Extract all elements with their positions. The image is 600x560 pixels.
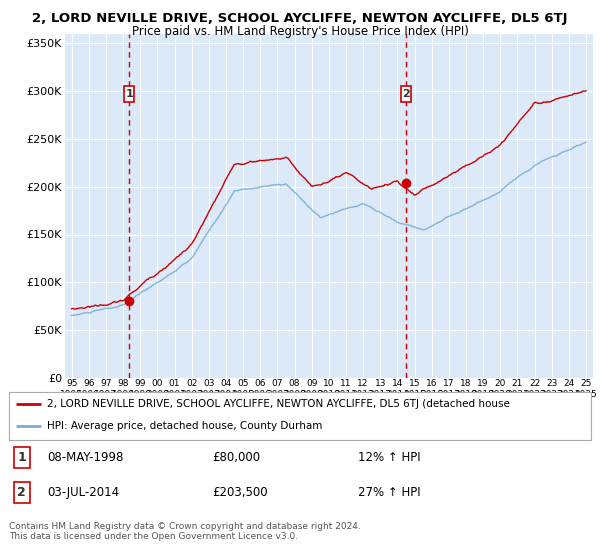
Text: 2: 2 <box>17 486 26 500</box>
Text: 03-JUL-2014: 03-JUL-2014 <box>47 486 119 500</box>
Text: £203,500: £203,500 <box>212 486 268 500</box>
Text: 08-MAY-1998: 08-MAY-1998 <box>47 451 123 464</box>
Text: 27% ↑ HPI: 27% ↑ HPI <box>358 486 421 500</box>
FancyBboxPatch shape <box>14 447 30 468</box>
Text: 1: 1 <box>17 451 26 464</box>
Text: 2: 2 <box>402 89 410 99</box>
Text: Contains HM Land Registry data © Crown copyright and database right 2024.
This d: Contains HM Land Registry data © Crown c… <box>9 522 361 542</box>
Text: £80,000: £80,000 <box>212 451 261 464</box>
FancyBboxPatch shape <box>401 86 411 101</box>
Text: 12% ↑ HPI: 12% ↑ HPI <box>358 451 421 464</box>
Text: HPI: Average price, detached house, County Durham: HPI: Average price, detached house, Coun… <box>47 421 322 431</box>
Text: 2, LORD NEVILLE DRIVE, SCHOOL AYCLIFFE, NEWTON AYCLIFFE, DL5 6TJ: 2, LORD NEVILLE DRIVE, SCHOOL AYCLIFFE, … <box>32 12 568 25</box>
FancyBboxPatch shape <box>124 86 134 101</box>
Text: Price paid vs. HM Land Registry's House Price Index (HPI): Price paid vs. HM Land Registry's House … <box>131 25 469 38</box>
Text: 1: 1 <box>125 89 133 99</box>
FancyBboxPatch shape <box>14 482 30 503</box>
Text: 2, LORD NEVILLE DRIVE, SCHOOL AYCLIFFE, NEWTON AYCLIFFE, DL5 6TJ (detached house: 2, LORD NEVILLE DRIVE, SCHOOL AYCLIFFE, … <box>47 399 510 409</box>
